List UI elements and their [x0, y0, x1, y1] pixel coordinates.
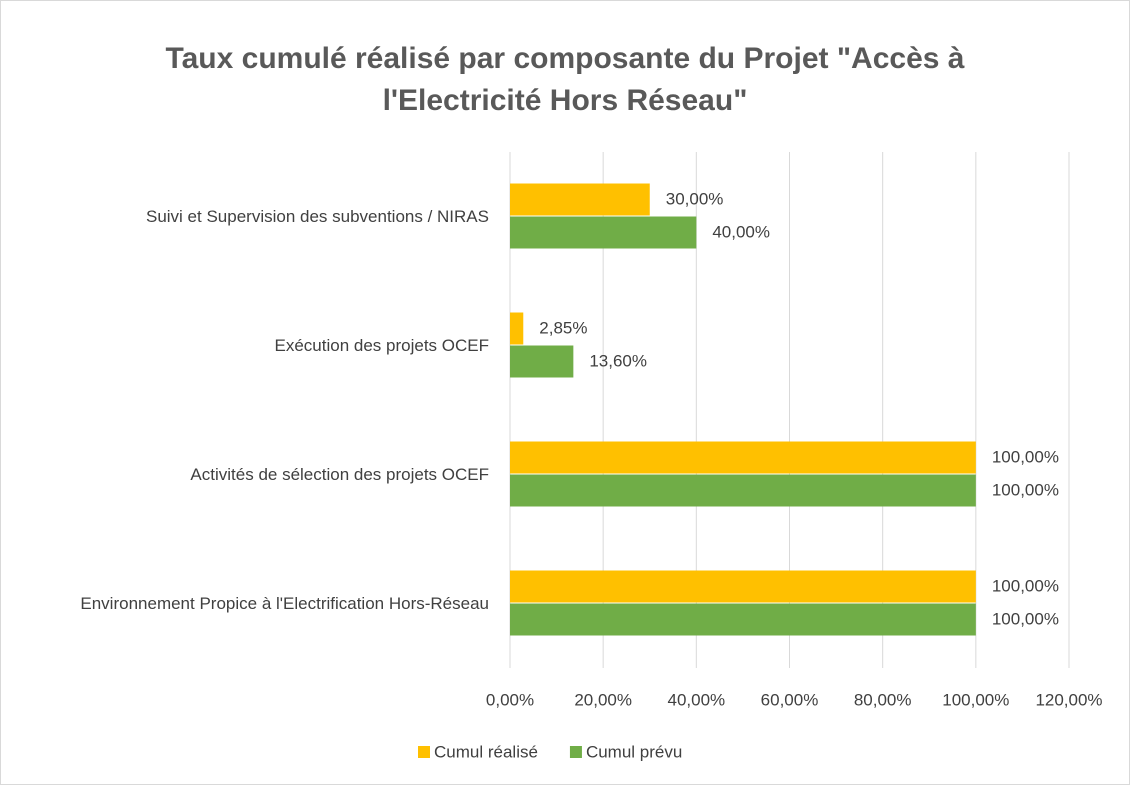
data-label: 100,00% [992, 576, 1059, 595]
bar [510, 345, 574, 378]
x-tick-label: 60,00% [761, 690, 819, 709]
legend-label: Cumul réalisé [434, 742, 538, 761]
data-label: 30,00% [666, 189, 724, 208]
data-label: 100,00% [992, 609, 1059, 628]
y-tick-label: Activités de sélection des projets OCEF [190, 464, 489, 484]
bar [510, 474, 976, 507]
chart-title: Taux cumulé réalisé par composante du Pr… [165, 42, 965, 117]
legend-swatch [569, 746, 582, 758]
y-tick-label: Suivi et Supervision des subventions / N… [145, 206, 489, 226]
legend-label: Cumul prévu [586, 742, 682, 761]
bar [510, 183, 650, 216]
data-label: 2,85% [539, 318, 587, 337]
y-tick-label: Exécution des projets OCEF [274, 335, 489, 355]
x-tick-label: 20,00% [574, 690, 632, 709]
data-label: 13,60% [589, 351, 647, 370]
x-tick-label: 0,00% [486, 690, 534, 709]
bar [510, 441, 976, 474]
category-label-box: Suivi et Supervision des subventions / N… [49, 204, 489, 230]
data-label: 40,00% [712, 222, 770, 241]
bar [510, 216, 697, 249]
x-tick-label: 120,00% [1035, 690, 1102, 709]
category-label-box: Exécution des projets OCEF [49, 333, 489, 359]
bar [510, 570, 976, 603]
legend-swatch [418, 746, 430, 758]
bar [510, 312, 524, 345]
x-tick-label: 100,00% [942, 690, 1009, 709]
data-label: 100,00% [992, 447, 1059, 466]
x-tick-label: 40,00% [667, 690, 725, 709]
bar [510, 603, 976, 636]
x-tick-label: 80,00% [854, 690, 912, 709]
category-label-box: Activités de sélection des projets OCEF [49, 462, 489, 488]
data-label: 100,00% [992, 480, 1059, 499]
category-label-box: Environnement Propice à l'Electrificatio… [49, 591, 489, 617]
y-tick-label: Environnement Propice à l'Electrificatio… [80, 593, 489, 613]
